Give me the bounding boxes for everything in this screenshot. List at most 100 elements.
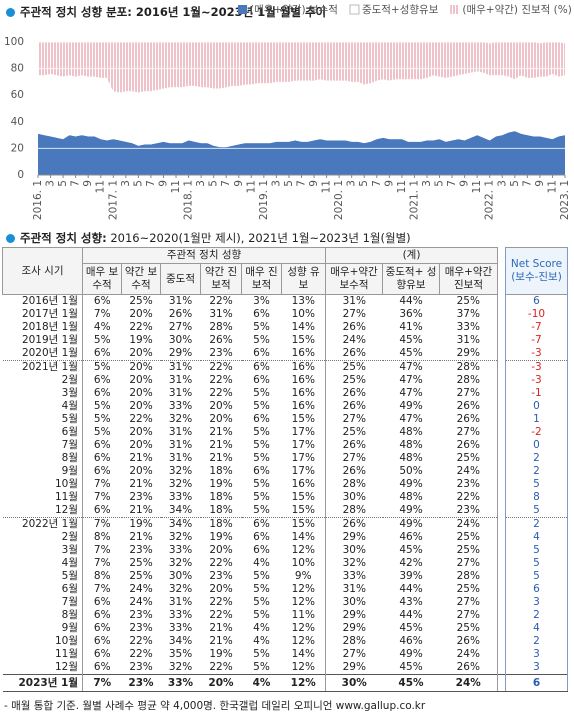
cell: 6% [93, 596, 111, 608]
table-row: 8월 6% 21% 31% 21% 5% 17% 27% 48% 25% 2 [2, 452, 568, 465]
cell: 31% [168, 426, 193, 438]
x-tick-label: 9 [383, 180, 395, 187]
header-cell: 중도적+ 성향유보 [382, 263, 440, 295]
cell: 24% [439, 648, 498, 661]
footnote: - 매월 통합 기준. 월별 사례수 평균 약 4,000명. 한국갤럽 데일리… [4, 700, 426, 712]
header-cell: 주관적 정치 성향 [82, 247, 326, 264]
table-row: 12월 6% 21% 34% 18% 5% 15% 28% 49% 23% 5 [2, 504, 568, 518]
cell: 31% [342, 295, 366, 307]
cell: 20% [209, 583, 233, 595]
cell: 47% [399, 374, 423, 386]
spacer [497, 557, 506, 570]
cell: 6% [82, 661, 122, 675]
legend-swatch [238, 5, 247, 14]
cell: 7% [93, 491, 111, 503]
cell: 14% [281, 648, 326, 661]
cell: 13% [281, 294, 326, 308]
cell: 20% [129, 374, 153, 386]
x-tick-label: 11 [245, 180, 257, 193]
table-row: 6월 5% 20% 31% 21% 5% 17% 25% 48% 27% -2 [2, 426, 568, 439]
cell: 6 [505, 583, 568, 596]
x-tick-label: 2020. 1 [333, 180, 345, 220]
y-tick-label: 0 [17, 169, 24, 181]
cell: 33% [168, 544, 193, 556]
cell: 28% [439, 374, 498, 387]
row-label: 2016년 1월 [2, 294, 83, 308]
cell: 7% [93, 308, 111, 320]
x-tick-label: 5 [208, 180, 220, 187]
table-row: 7월 6% 24% 31% 22% 5% 12% 30% 43% 27% 3 [2, 596, 568, 609]
row-label: 11월 [2, 648, 83, 661]
cell: 27% [342, 308, 366, 320]
cell: 22% [439, 491, 498, 504]
table-row: 2월 6% 20% 31% 22% 6% 16% 25% 47% 28% -3 [2, 374, 568, 387]
x-tick-label: 2023. 1 [559, 180, 571, 220]
cell: 5% [93, 361, 111, 373]
row-label: 10월 [2, 478, 83, 491]
cell: 27% [439, 609, 498, 622]
table-row: 2017년 1월 7% 20% 26% 31% 6% 10% 27% 36% 37% -10 [2, 308, 568, 321]
cell: 23% [129, 544, 153, 556]
table-row: 2월 8% 21% 32% 19% 6% 14% 29% 46% 25% 4 [2, 531, 568, 544]
table-row: 2020년 1월 6% 20% 29% 23% 6% 16% 26% 45% 29% -3 [2, 347, 568, 361]
cell: 20% [129, 426, 153, 438]
cell: 30% [342, 596, 366, 608]
spacer [497, 609, 506, 622]
cell: 17% [281, 439, 326, 452]
cell: 31% [168, 387, 193, 399]
spacer [497, 294, 506, 308]
cell: 21% [209, 426, 233, 438]
cell: 24% [129, 583, 153, 595]
cell: 12% [281, 661, 326, 675]
cell: 30% [168, 570, 193, 582]
cell: 30% [342, 491, 366, 503]
cell: 32% [168, 478, 193, 490]
cell: 47% [399, 387, 423, 399]
cell: 5 [505, 570, 568, 583]
cell: 7% [82, 674, 122, 692]
cell: 49% [399, 478, 423, 490]
x-tick-label: 3 [120, 180, 132, 187]
cell: 6% [93, 387, 111, 399]
legend-label: 중도적+성향유보 [362, 4, 439, 16]
cell: 23% [439, 504, 498, 518]
spacer [497, 504, 506, 518]
row-label: 12월 [2, 504, 83, 518]
cell: 10% [281, 557, 326, 570]
cell: 26% [342, 465, 366, 477]
spacer [497, 661, 506, 675]
x-tick-label: 2017. 1 [107, 180, 119, 220]
cell: 48% [399, 491, 423, 503]
area [38, 71, 565, 148]
table-row: 10월 7% 21% 32% 19% 5% 16% 28% 49% 23% 5 [2, 478, 568, 491]
spacer [497, 413, 506, 426]
cell: 14% [281, 321, 326, 334]
cell: 23% [121, 674, 161, 692]
cell: 27% [439, 387, 498, 400]
table-row: 2021년 1월 5% 20% 31% 22% 6% 16% 25% 47% 28% -3 [2, 360, 568, 374]
cell: 9% [281, 570, 326, 583]
row-label: 9월 [2, 465, 83, 478]
row-label: 10월 [2, 635, 83, 648]
cell: 16% [281, 400, 326, 413]
header-cell: Net Score (보수-진보) [505, 247, 568, 295]
table-row: 3월 6% 20% 31% 22% 5% 16% 26% 47% 27% -1 [2, 387, 568, 400]
spacer [497, 360, 506, 374]
spacer [497, 400, 506, 413]
spacer [497, 452, 506, 465]
cell: 23% [129, 622, 153, 634]
cell: 5% [93, 334, 111, 346]
cell: -3 [505, 374, 568, 387]
table-row: 2019년 1월 5% 19% 30% 26% 5% 15% 24% 45% 31% -7 [2, 334, 568, 347]
cell: 14% [281, 531, 326, 544]
row-label: 2023년 1월 [2, 674, 83, 692]
cell: 16% [281, 374, 326, 387]
cell: 7% [93, 478, 111, 490]
cell: 22% [209, 361, 233, 373]
spacer [497, 596, 506, 609]
row-label: 2018년 1월 [2, 321, 83, 334]
cell: 2 [505, 609, 568, 622]
cell: 6% [253, 531, 270, 543]
cell: 6% [253, 413, 270, 425]
cell: 26% [439, 400, 498, 413]
